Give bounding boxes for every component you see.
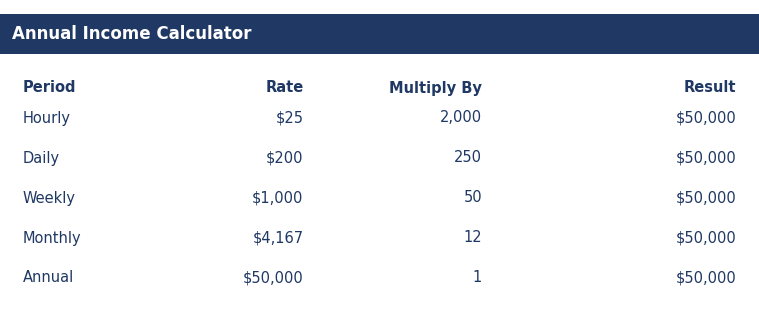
Text: Annual: Annual [23, 271, 74, 285]
Text: Rate: Rate [266, 80, 304, 95]
Text: 250: 250 [454, 151, 482, 166]
Bar [0, 14, 759, 54]
Text: 2,000: 2,000 [439, 111, 482, 126]
Text: Result: Result [684, 80, 736, 95]
Text: $50,000: $50,000 [676, 191, 736, 206]
Text: Annual Income Calculator: Annual Income Calculator [12, 25, 251, 43]
Text: Monthly: Monthly [23, 231, 81, 245]
Text: $200: $200 [266, 151, 304, 166]
Text: Hourly: Hourly [23, 111, 71, 126]
Text: Period: Period [23, 80, 76, 95]
Text: 12: 12 [463, 231, 482, 245]
Text: $50,000: $50,000 [676, 111, 736, 126]
Text: Multiply By: Multiply By [389, 80, 482, 95]
Text: $50,000: $50,000 [243, 271, 304, 285]
Text: 50: 50 [463, 191, 482, 206]
Text: Daily: Daily [23, 151, 60, 166]
Text: 1: 1 [473, 271, 482, 285]
Text: $50,000: $50,000 [676, 271, 736, 285]
Text: $25: $25 [276, 111, 304, 126]
Text: Weekly: Weekly [23, 191, 76, 206]
Text: $4,167: $4,167 [253, 231, 304, 245]
Text: $1,000: $1,000 [252, 191, 304, 206]
Text: $50,000: $50,000 [676, 231, 736, 245]
Text: $50,000: $50,000 [676, 151, 736, 166]
